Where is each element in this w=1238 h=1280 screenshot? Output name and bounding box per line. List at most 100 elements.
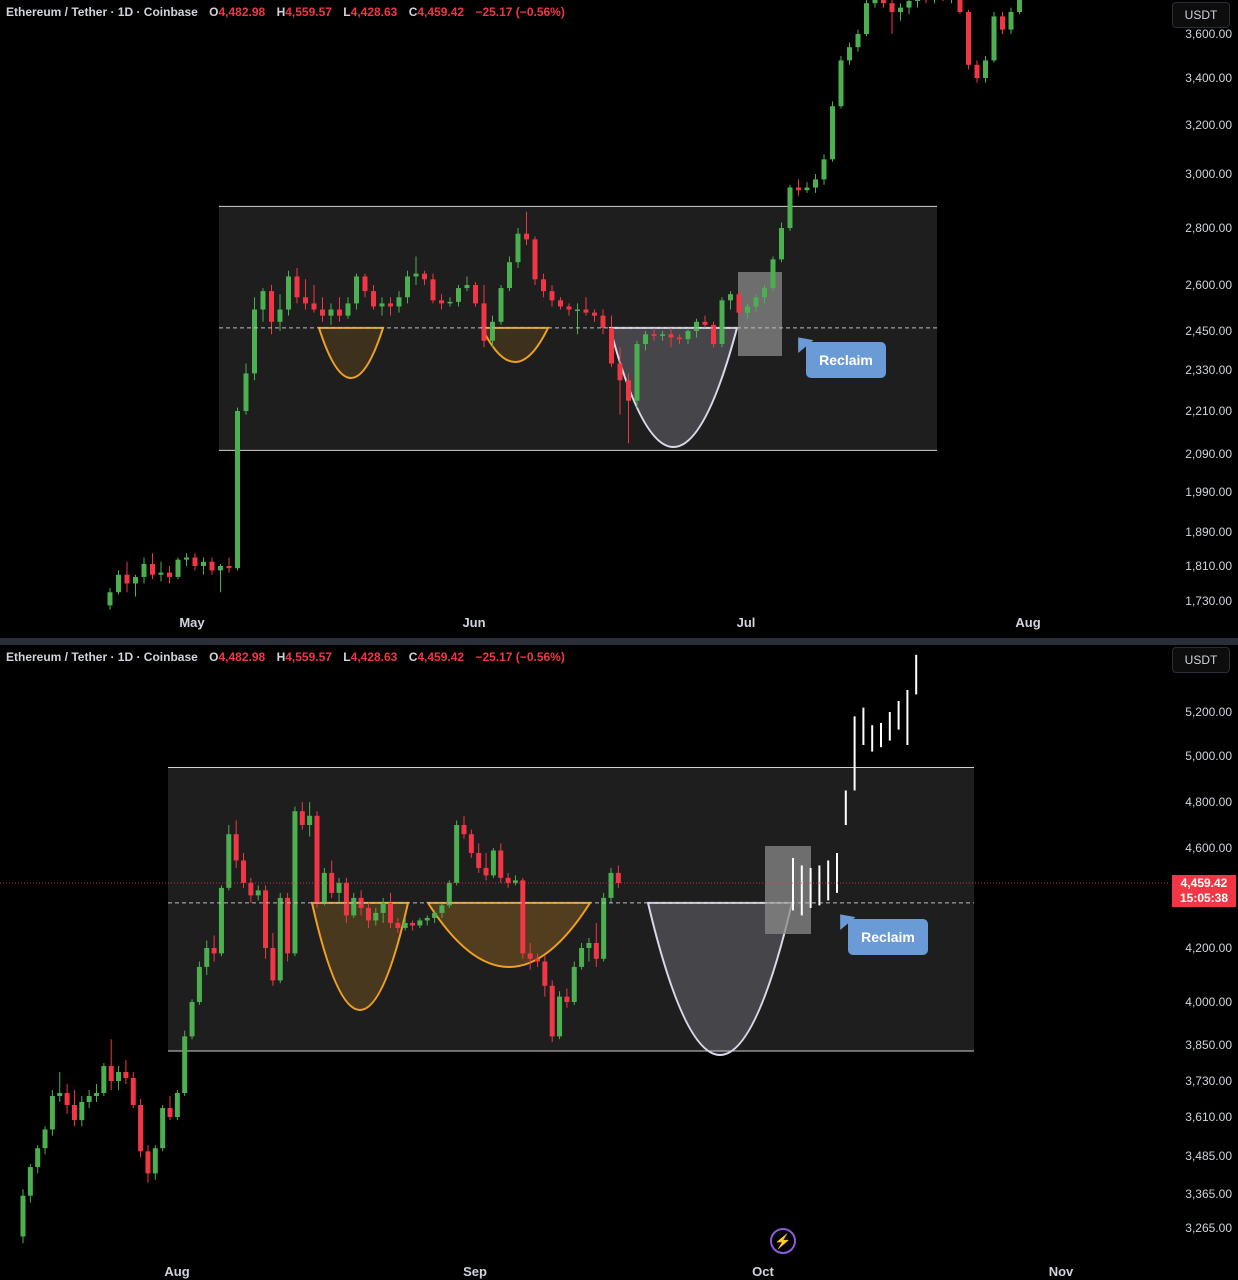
candle-body <box>94 1093 99 1096</box>
price-axis-label: 2,210.00 <box>1185 404 1232 418</box>
candle-body <box>753 297 759 307</box>
cup-pattern-3 <box>646 901 794 1056</box>
candle-body <box>226 834 232 888</box>
price-axis-label: 3,200.00 <box>1185 118 1232 132</box>
price-axis-label: 1,730.00 <box>1185 594 1232 608</box>
candle-body <box>600 315 606 328</box>
candle-body <box>201 561 206 566</box>
time-axis-label: Jun <box>462 615 485 630</box>
price-axis-label: 4,000.00 <box>1185 995 1232 1009</box>
candle-body <box>719 300 725 344</box>
candle-body <box>358 897 364 908</box>
candle-body <box>167 1108 173 1117</box>
candle-body <box>634 344 640 401</box>
price-axis-label: 3,850.00 <box>1185 1038 1232 1052</box>
cup-pattern-1 <box>317 326 385 379</box>
candle-body <box>270 948 276 981</box>
candle-body <box>277 897 283 981</box>
ohlc-legend-bottom: Ethereum / Tether · 1D · Coinbase O4,482… <box>6 650 565 664</box>
candle-body <box>571 966 577 1002</box>
currency-button[interactable]: USDT <box>1172 2 1230 28</box>
candle-body <box>566 306 572 310</box>
candle-body <box>515 233 521 263</box>
candle-body <box>116 574 121 593</box>
high-key: H <box>276 5 286 19</box>
reclaim-callout[interactable]: Reclaim <box>806 342 886 378</box>
close-value: 4,459.42 <box>417 650 465 664</box>
candle-body <box>184 557 189 560</box>
candle-body <box>847 47 852 61</box>
candle-body <box>150 563 155 575</box>
candle-body <box>141 563 147 577</box>
chart-canvas-top[interactable]: 3,600.00 3,400.00 3,200.00 3,000.00 2,800.00… <box>0 0 1238 638</box>
price-axis-label: 2,800.00 <box>1185 221 1232 235</box>
price-axis-label: 1,890.00 <box>1185 525 1232 539</box>
candle-body <box>388 902 393 923</box>
candle-body <box>345 303 351 316</box>
candle-body <box>277 309 283 322</box>
pane-separator[interactable] <box>0 638 1238 645</box>
candle-body <box>218 887 224 954</box>
candle-body <box>915 0 920 2</box>
last-price-tag: 4,459.42 15:05:38 <box>1172 875 1236 907</box>
candle-body <box>512 880 518 883</box>
candle-body <box>557 996 563 1037</box>
candle-body <box>417 920 423 926</box>
candle-body <box>660 334 665 336</box>
chart-panel-bottom[interactable]: 5,200.00 5,000.00 4,800.00 4,600.00 4,200.00… <box>0 645 1238 1280</box>
candle-body <box>395 922 401 928</box>
candle-body <box>211 948 217 954</box>
time-axis-label: Aug <box>1015 615 1040 630</box>
candle-body <box>174 1093 180 1117</box>
candle-body <box>405 276 410 298</box>
currency-button[interactable]: USDT <box>1172 647 1230 673</box>
time-axis-label: Nov <box>1049 1264 1074 1279</box>
candle-body <box>483 867 489 876</box>
candle-body <box>601 897 607 959</box>
candle-body <box>133 576 138 584</box>
chart-panel-top[interactable]: 3,600.00 3,400.00 3,200.00 3,000.00 2,800.00… <box>0 0 1238 638</box>
chart-canvas-bottom[interactable]: 5,200.00 5,000.00 4,800.00 4,600.00 4,200.00… <box>0 645 1238 1280</box>
reclaim-callout[interactable]: Reclaim <box>848 919 928 955</box>
cup-pattern-2 <box>426 901 592 968</box>
candle-body <box>218 566 223 571</box>
candle-body <box>57 1093 63 1096</box>
candle-body <box>303 297 308 304</box>
candle-body <box>651 334 657 336</box>
candle-body <box>1008 12 1014 30</box>
candle-body <box>260 291 266 310</box>
candle-body <box>307 815 313 825</box>
candle-body <box>507 262 512 289</box>
candle-body <box>549 985 555 1037</box>
time-axis-label: Oct <box>752 1264 774 1279</box>
price-axis-label: 4,200.00 <box>1185 941 1232 955</box>
candle-body <box>396 297 402 307</box>
candle-body <box>643 334 648 344</box>
candle-body <box>189 1002 195 1037</box>
candle-body <box>677 337 682 340</box>
candle-body <box>160 1108 166 1149</box>
candle-body <box>365 907 371 921</box>
candle-body <box>881 0 886 4</box>
candle-body <box>592 312 597 316</box>
price-axis-label: 4,600.00 <box>1185 841 1232 855</box>
candle-body <box>351 897 357 916</box>
candle-body <box>337 309 342 316</box>
change-value: −25.17 (−0.56%) <box>475 5 565 19</box>
candle-body <box>108 1066 114 1081</box>
candle-body <box>473 285 478 304</box>
price-axis-label: 3,000.00 <box>1185 167 1232 181</box>
candle-body <box>454 825 460 883</box>
lightning-icon[interactable]: ⚡ <box>770 1228 796 1254</box>
candle-body <box>898 7 903 12</box>
candle-body <box>626 380 631 401</box>
candle-body <box>311 303 317 310</box>
candle-body <box>241 860 246 883</box>
candle-body <box>711 324 716 344</box>
candle-body <box>233 834 239 861</box>
candle-body <box>424 917 430 921</box>
close-key: C <box>408 650 418 664</box>
candle-body <box>235 411 240 569</box>
candle-body <box>787 187 793 228</box>
price-axis-label: 2,600.00 <box>1185 278 1232 292</box>
